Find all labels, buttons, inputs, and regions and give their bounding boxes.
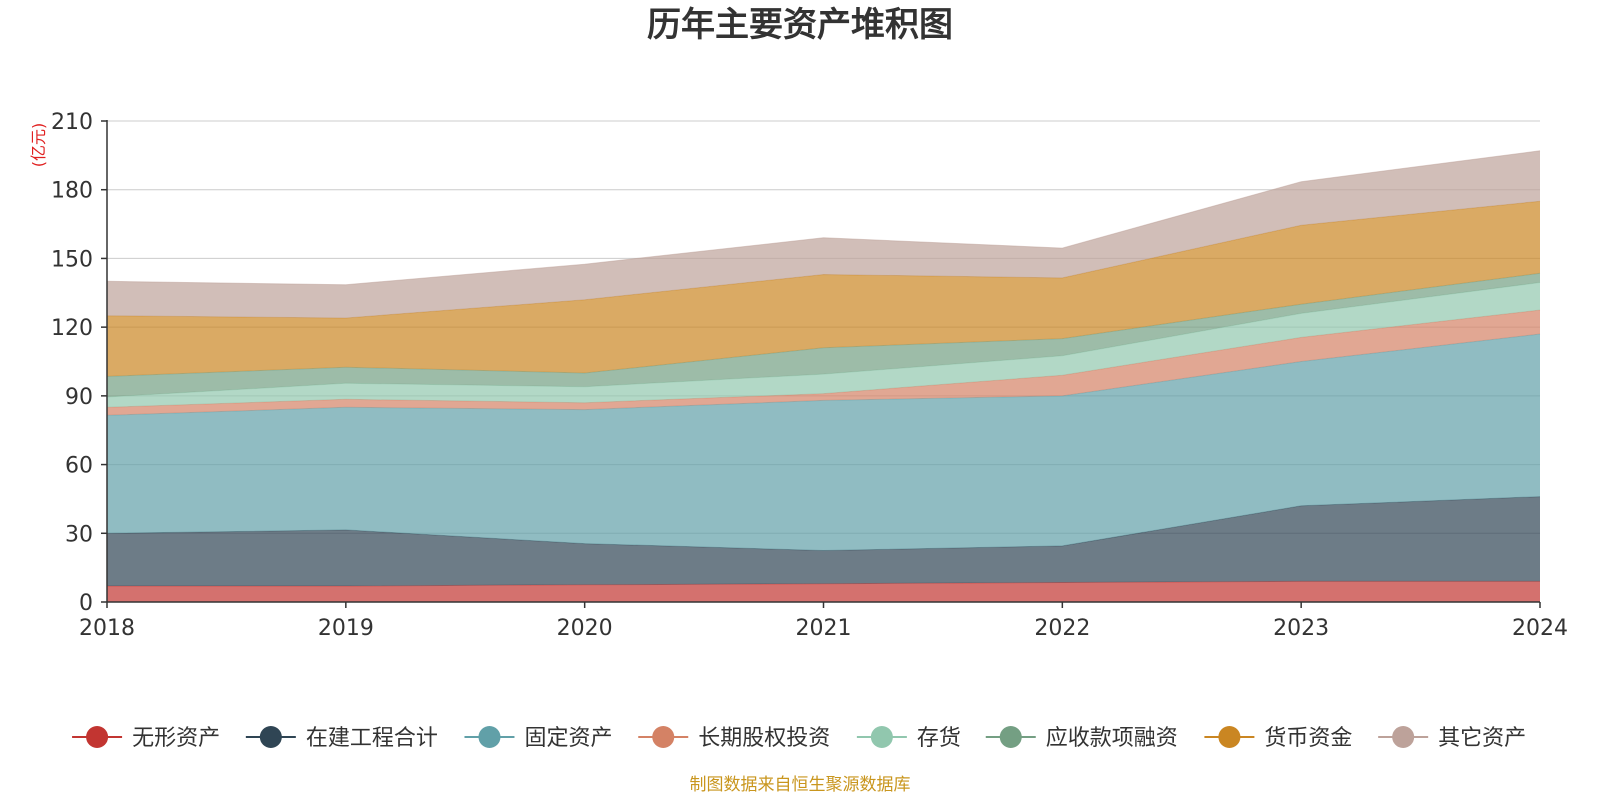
legend-item-3[interactable]: 长期股权投资 bbox=[638, 726, 830, 751]
legend-label: 其它资产 bbox=[1438, 726, 1526, 751]
y-tick-labels: 0 30 60 90 120 150 180 210 bbox=[51, 110, 107, 616]
legend-circle-icon bbox=[1392, 726, 1415, 748]
legend-circle-icon bbox=[999, 726, 1022, 748]
legend-label: 应收款项融资 bbox=[1046, 726, 1178, 751]
area-series-edge-7 bbox=[106, 150, 1541, 286]
x-tick-label-2020: 2020 bbox=[557, 616, 613, 641]
area-series-2 bbox=[107, 334, 1540, 551]
area-series-group bbox=[106, 150, 1541, 602]
legend-label: 在建工程合计 bbox=[306, 726, 438, 751]
legend-circle-icon bbox=[259, 726, 282, 748]
legend-item-6[interactable]: 货币资金 bbox=[1204, 726, 1352, 751]
y-tick-label-210: 210 bbox=[51, 110, 93, 135]
x-tick-label-2018: 2018 bbox=[79, 616, 135, 641]
y-tick-label-120: 120 bbox=[51, 316, 93, 341]
legend-circle-icon bbox=[652, 726, 675, 748]
area-series-5 bbox=[107, 273, 1540, 397]
y-tick-label-30: 30 bbox=[65, 522, 93, 547]
legend-label: 存货 bbox=[917, 726, 961, 751]
y-tick-label-60: 60 bbox=[65, 454, 93, 479]
y-tick-label-150: 150 bbox=[51, 247, 93, 272]
y-tick-label-180: 180 bbox=[51, 179, 93, 204]
y-tick-label-0: 0 bbox=[79, 591, 93, 616]
x-tick-labels: 2018 2019 2020 2021 2022 2023 2024 bbox=[79, 602, 1568, 641]
area-series-3 bbox=[107, 310, 1540, 416]
legend-item-5[interactable]: 应收款项融资 bbox=[985, 726, 1178, 751]
legend-label: 固定资产 bbox=[524, 726, 612, 751]
x-tick-label-2021: 2021 bbox=[796, 616, 852, 641]
legend-item-0[interactable]: 无形资产 bbox=[72, 726, 220, 751]
y-axis-unit-label: (亿元) bbox=[29, 123, 48, 168]
legend-label: 无形资产 bbox=[132, 726, 220, 751]
legend-item-1[interactable]: 在建工程合计 bbox=[245, 726, 438, 751]
area-series-4 bbox=[107, 282, 1540, 408]
area-series-1 bbox=[107, 496, 1540, 586]
legend-circle-icon bbox=[1218, 726, 1241, 748]
x-tick-label-2019: 2019 bbox=[318, 616, 374, 641]
legend-item-4[interactable]: 存货 bbox=[856, 726, 961, 751]
x-tick-label-2024: 2024 bbox=[1512, 616, 1568, 641]
area-series-7 bbox=[107, 150, 1540, 318]
legend-item-7[interactable]: 其它资产 bbox=[1378, 726, 1526, 751]
legend: 无形资产 在建工程合计 固定资产 长期股权投资 存货 应收款项融资 货币资金 其它资产 bbox=[72, 726, 1526, 751]
legend-circle-icon bbox=[86, 726, 109, 748]
legend-circle-icon bbox=[478, 726, 501, 748]
source-note: 制图数据来自恒生聚源数据库 bbox=[690, 775, 911, 795]
legend-item-2[interactable]: 固定资产 bbox=[464, 726, 612, 751]
x-tick-label-2023: 2023 bbox=[1273, 616, 1329, 641]
x-tick-label-2022: 2022 bbox=[1034, 616, 1090, 641]
y-tick-label-90: 90 bbox=[65, 385, 93, 410]
area-series-6 bbox=[107, 201, 1540, 377]
legend-label: 长期股权投资 bbox=[698, 726, 830, 751]
legend-circle-icon bbox=[870, 726, 893, 748]
area-series-0 bbox=[107, 581, 1540, 602]
chart-title: 历年主要资产堆积图 bbox=[647, 5, 953, 45]
legend-label: 货币资金 bbox=[1264, 726, 1352, 751]
